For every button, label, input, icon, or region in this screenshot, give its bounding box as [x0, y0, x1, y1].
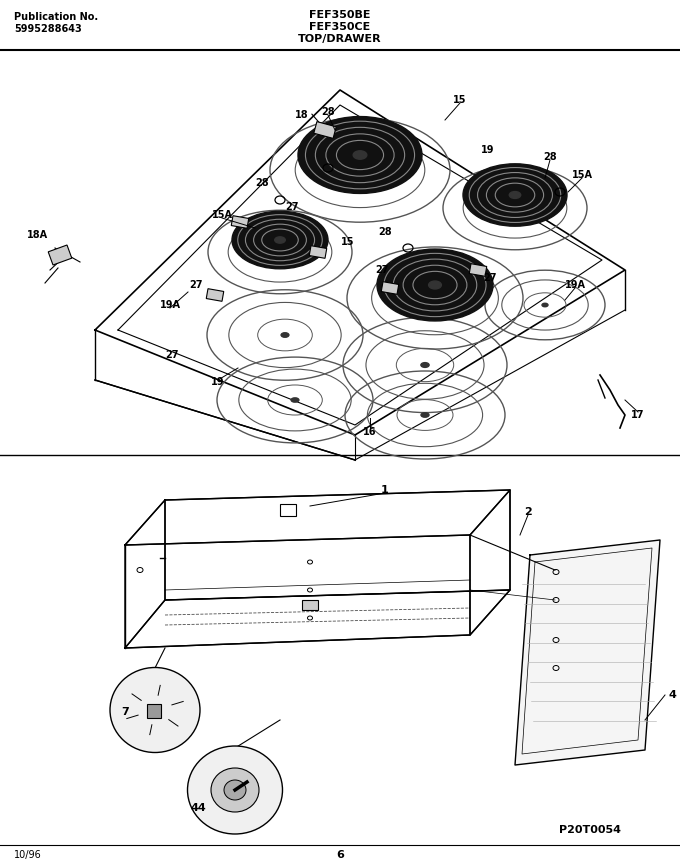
Ellipse shape [291, 398, 299, 402]
Text: 28: 28 [255, 178, 269, 188]
Ellipse shape [232, 211, 328, 269]
Text: 44: 44 [190, 803, 206, 813]
Text: 27: 27 [189, 280, 203, 290]
Text: 19: 19 [481, 145, 495, 155]
Text: FEF350BE: FEF350BE [309, 10, 371, 20]
FancyBboxPatch shape [231, 215, 249, 228]
Text: 27: 27 [483, 273, 497, 283]
Text: 27: 27 [165, 350, 179, 360]
Text: 28: 28 [321, 107, 335, 117]
Text: 27: 27 [285, 202, 299, 212]
Ellipse shape [511, 206, 519, 210]
Text: 19A: 19A [564, 280, 585, 290]
Text: 28: 28 [543, 152, 557, 162]
Ellipse shape [211, 768, 259, 812]
Ellipse shape [276, 250, 284, 254]
Text: 15: 15 [454, 95, 466, 105]
Text: 15A: 15A [211, 210, 233, 220]
Ellipse shape [275, 237, 286, 243]
Bar [280, 504, 296, 516]
Text: 27: 27 [375, 265, 389, 275]
Ellipse shape [542, 303, 548, 306]
FancyBboxPatch shape [206, 289, 224, 301]
Bar [147, 704, 161, 718]
Ellipse shape [188, 746, 282, 834]
FancyBboxPatch shape [302, 600, 318, 610]
Polygon shape [515, 540, 660, 765]
Ellipse shape [298, 116, 422, 194]
Text: 19: 19 [211, 377, 225, 387]
FancyBboxPatch shape [313, 122, 336, 138]
FancyBboxPatch shape [381, 282, 398, 294]
Text: 7: 7 [121, 707, 129, 717]
Ellipse shape [377, 249, 493, 321]
FancyBboxPatch shape [48, 245, 72, 265]
FancyBboxPatch shape [469, 264, 487, 276]
Text: 10/96: 10/96 [14, 850, 41, 860]
Ellipse shape [421, 363, 429, 367]
Text: 16: 16 [363, 427, 377, 437]
Text: 28: 28 [378, 227, 392, 237]
Text: 1: 1 [381, 485, 389, 495]
Text: 18A: 18A [27, 230, 48, 240]
FancyBboxPatch shape [309, 246, 327, 259]
Ellipse shape [281, 332, 289, 338]
Ellipse shape [428, 281, 441, 289]
Text: 18: 18 [295, 110, 309, 120]
Text: 4: 4 [668, 690, 676, 700]
Text: TOP/DRAWER: TOP/DRAWER [299, 34, 381, 44]
Text: P20T0054: P20T0054 [559, 825, 621, 835]
Ellipse shape [224, 780, 246, 800]
Ellipse shape [110, 667, 200, 753]
Text: FEF350CE: FEF350CE [309, 22, 371, 32]
Ellipse shape [353, 151, 367, 159]
Ellipse shape [356, 168, 364, 173]
Text: 15: 15 [341, 237, 355, 247]
Text: 2: 2 [524, 507, 532, 517]
Ellipse shape [509, 192, 521, 199]
Ellipse shape [463, 164, 567, 227]
Ellipse shape [430, 295, 439, 300]
Text: 6: 6 [336, 850, 344, 860]
Text: 15A: 15A [571, 170, 592, 180]
Text: 5995288643: 5995288643 [14, 24, 82, 34]
Text: Publication No.: Publication No. [14, 12, 98, 22]
Text: 17: 17 [631, 410, 645, 420]
Ellipse shape [421, 413, 429, 418]
Text: 19A: 19A [160, 300, 180, 310]
